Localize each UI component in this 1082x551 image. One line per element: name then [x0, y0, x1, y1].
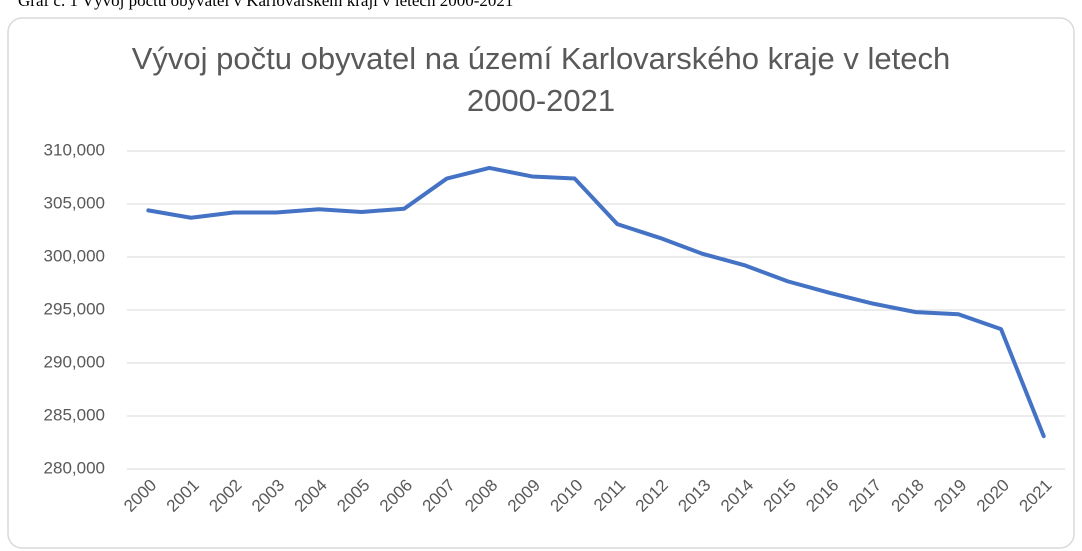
y-tick-label: 300,000 [44, 246, 105, 265]
y-tick-label: 290,000 [44, 352, 105, 371]
x-tick-label: 2005 [333, 476, 373, 516]
y-tick-label: 305,000 [44, 193, 105, 212]
x-tick-label: 2007 [419, 476, 459, 516]
x-tick-label: 2017 [845, 476, 885, 516]
y-tick-label: 280,000 [44, 458, 105, 477]
y-tick-label: 310,000 [44, 140, 105, 159]
x-tick-label: 2001 [163, 476, 203, 516]
x-tick-label: 2016 [802, 476, 842, 516]
chart-border [7, 17, 1075, 549]
x-tick-label: 2021 [1015, 476, 1055, 516]
x-tick-label: 2003 [248, 476, 288, 516]
x-tick-label: 2018 [888, 476, 928, 516]
x-tick-label: 2002 [205, 476, 245, 516]
y-tick-label: 285,000 [44, 405, 105, 424]
x-tick-label: 2004 [291, 476, 331, 516]
caption: Graf č. 1 Vývoj počtu obyvatel v Karlova… [18, 0, 514, 10]
y-tick-label: 295,000 [44, 299, 105, 318]
x-tick-label: 2008 [461, 476, 501, 516]
x-tick-label: 2000 [120, 476, 160, 516]
x-tick-label: 2013 [674, 476, 714, 516]
x-tick-label: 2019 [930, 476, 970, 516]
x-tick-label: 2011 [590, 476, 629, 515]
x-tick-label: 2020 [973, 476, 1013, 516]
x-tick-label: 2006 [376, 476, 416, 516]
x-tick-label: 2012 [632, 476, 672, 516]
x-tick-label: 2015 [760, 476, 800, 516]
chart-title: Vývoj počtu obyvatel na území Karlovarsk… [131, 41, 951, 118]
line [146, 165, 1046, 439]
x-tick-label: 2014 [717, 476, 757, 516]
x-tick-label: 2010 [546, 476, 586, 516]
x-tick-label: 2009 [504, 476, 544, 516]
